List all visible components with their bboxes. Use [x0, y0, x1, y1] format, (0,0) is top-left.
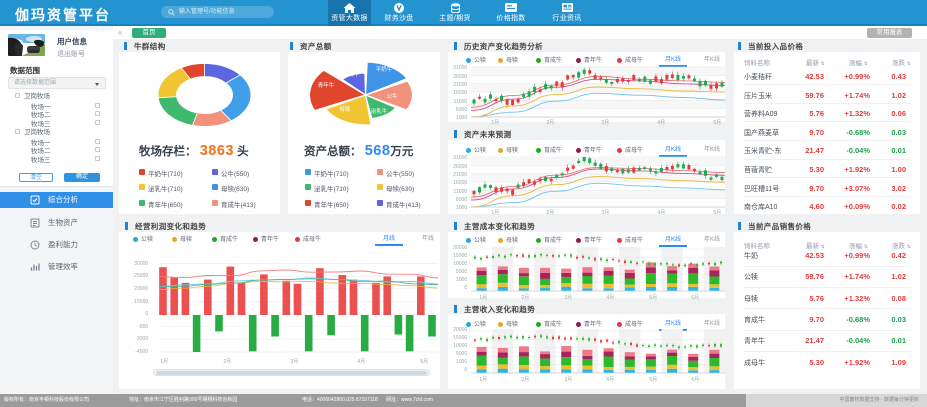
svg-text:青年牛: 青年牛: [318, 81, 335, 89]
svg-text:母犊: 母犊: [339, 105, 351, 113]
svg-text:公牛: 公牛: [386, 92, 398, 100]
svg-text:育成牛: 育成牛: [343, 70, 360, 78]
svg-text:泌乳牛: 泌乳牛: [371, 107, 388, 115]
svg-text:平奶牛: 平奶牛: [376, 65, 393, 73]
